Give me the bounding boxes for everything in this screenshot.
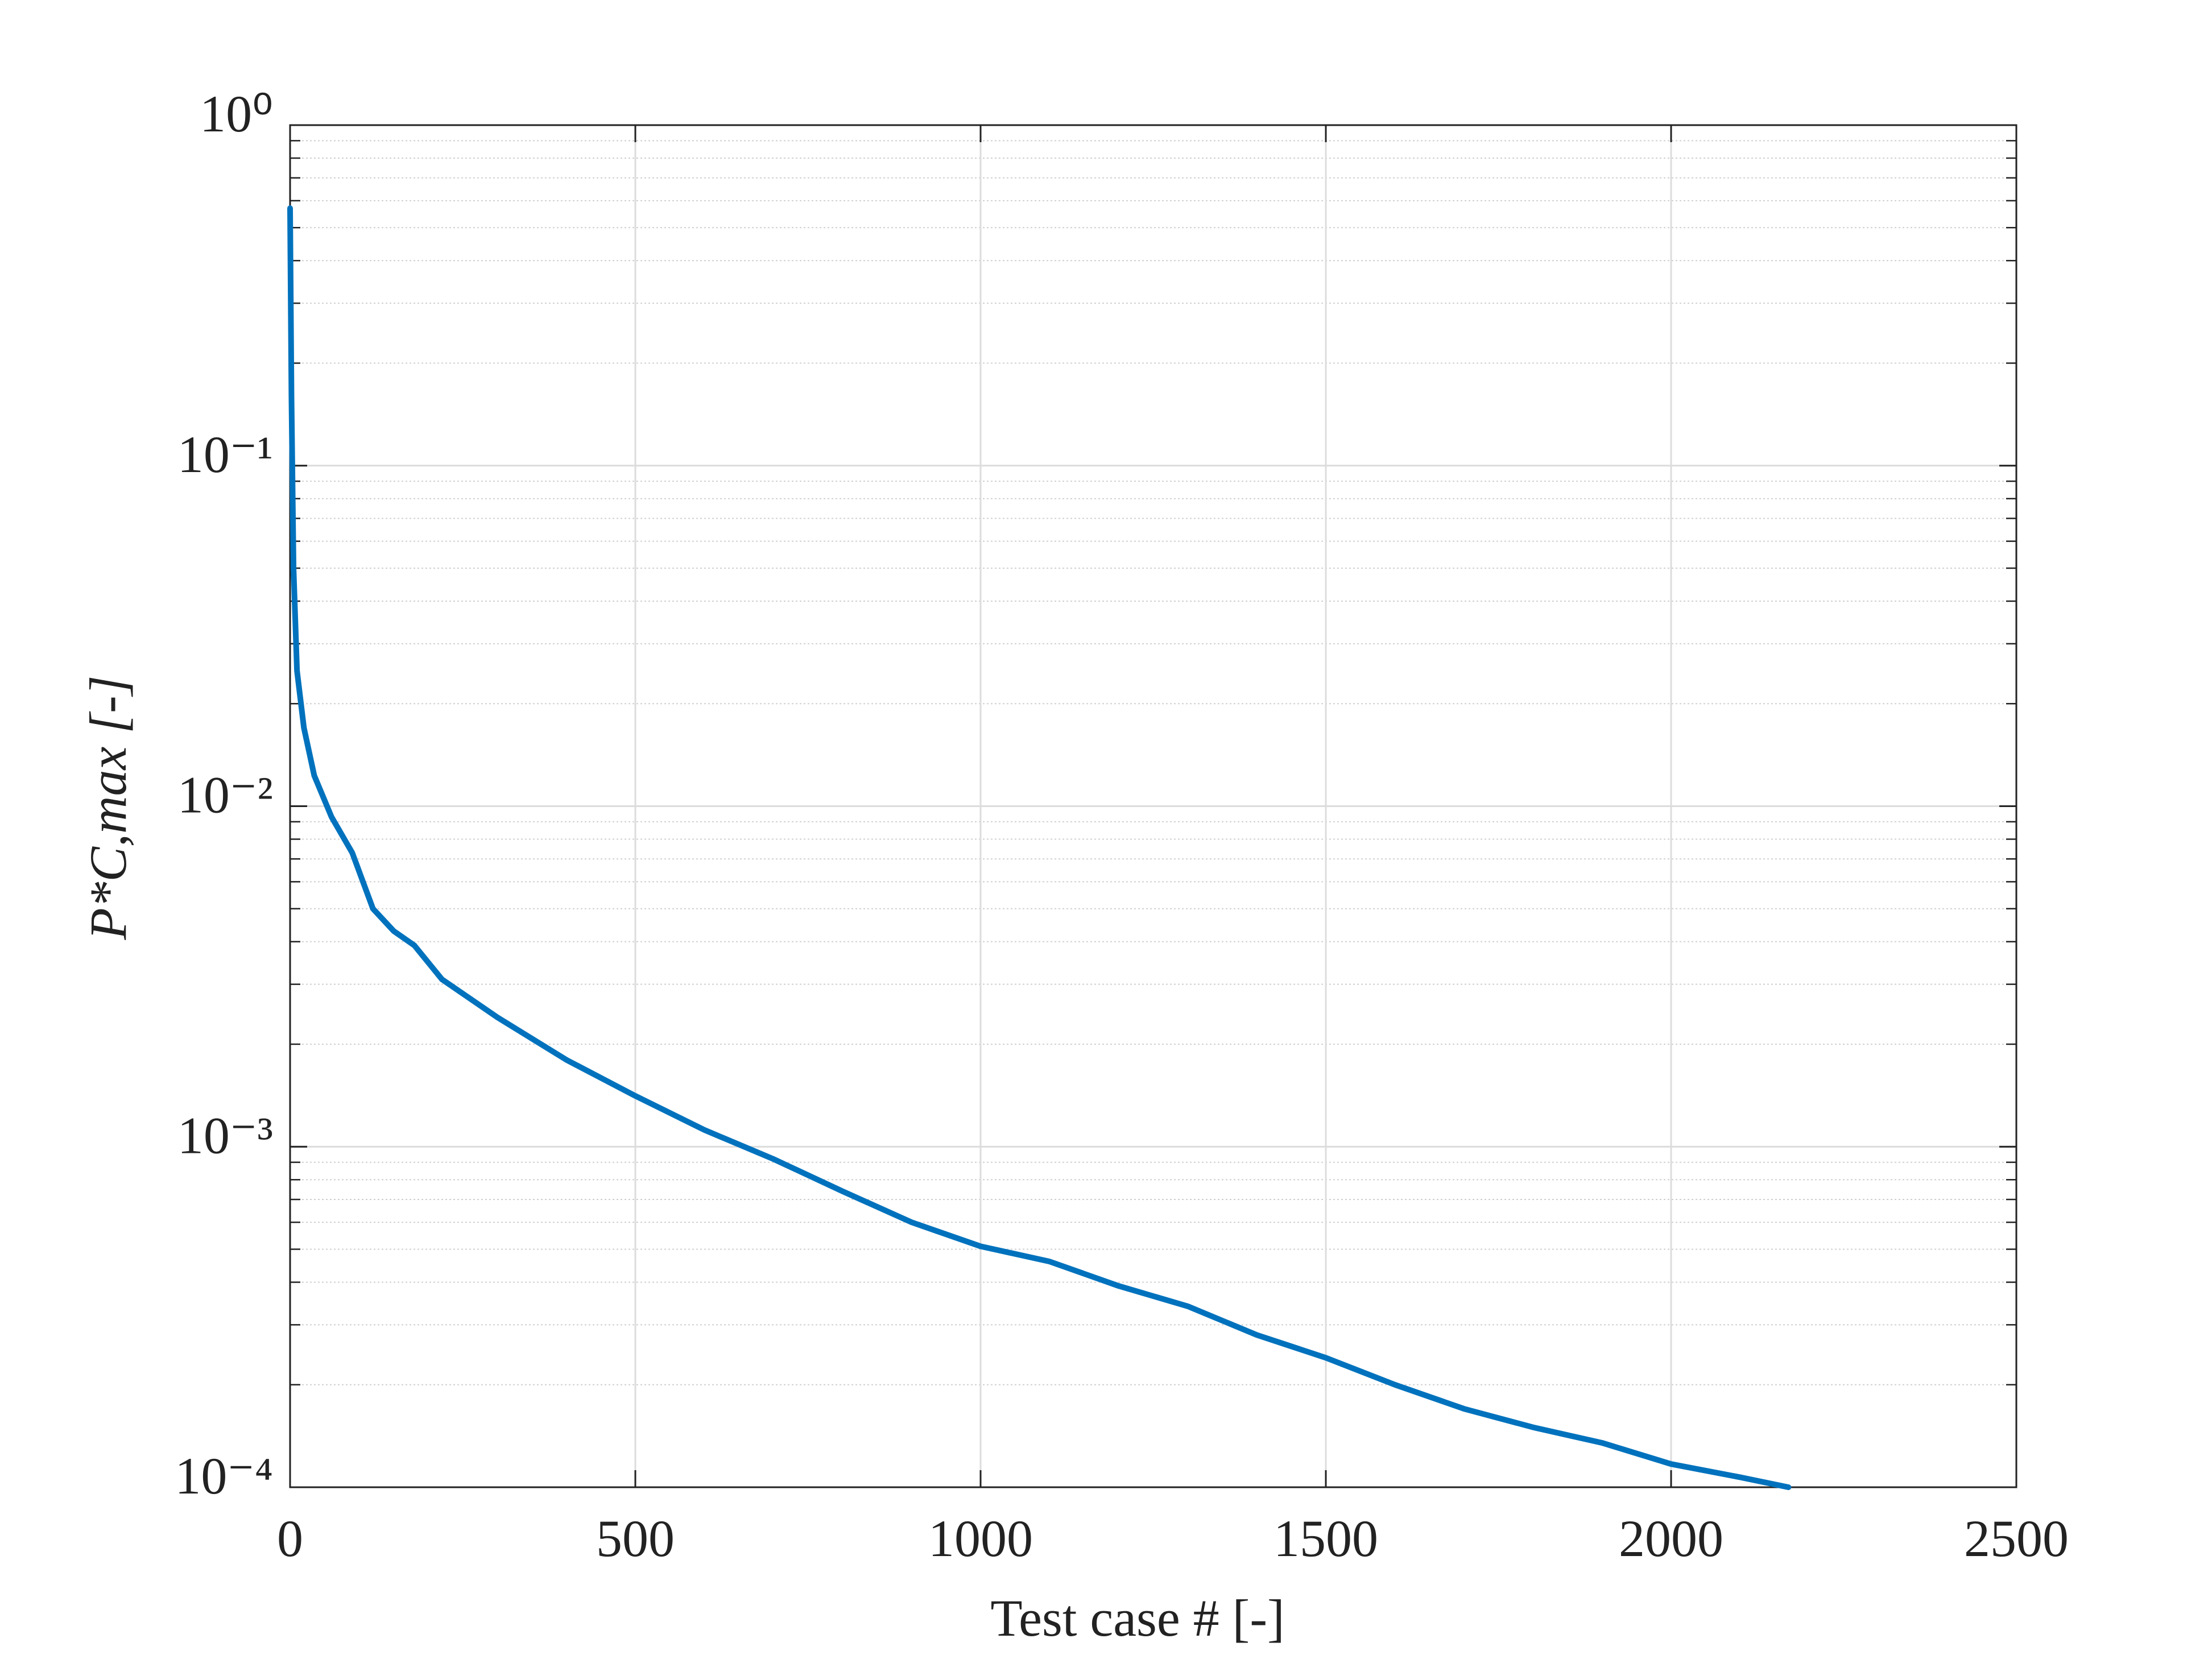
x-tick-label: 2500	[1964, 1509, 2069, 1567]
x-tick-label: 1500	[1274, 1509, 1378, 1567]
x-tick-label: 0	[277, 1509, 303, 1567]
y-tick-label: 10⁻⁴	[175, 1447, 273, 1505]
plot-frame	[289, 124, 2017, 1488]
y-tick-label: 10⁻³	[177, 1106, 273, 1164]
y-tick-label: 10⁻²	[177, 766, 273, 824]
y-tick-label: 10⁰	[200, 85, 273, 143]
x-axis-label: Test case # [-]	[990, 1589, 1284, 1647]
y-axis-label: P*C,max [-]	[79, 675, 137, 940]
x-tick-label: 500	[596, 1509, 675, 1567]
x-tick-label: 2000	[1619, 1509, 1723, 1567]
data-line	[287, 205, 1792, 1490]
x-tick-label: 1000	[928, 1509, 1033, 1567]
y-tick-label: 10⁻¹	[177, 425, 273, 483]
